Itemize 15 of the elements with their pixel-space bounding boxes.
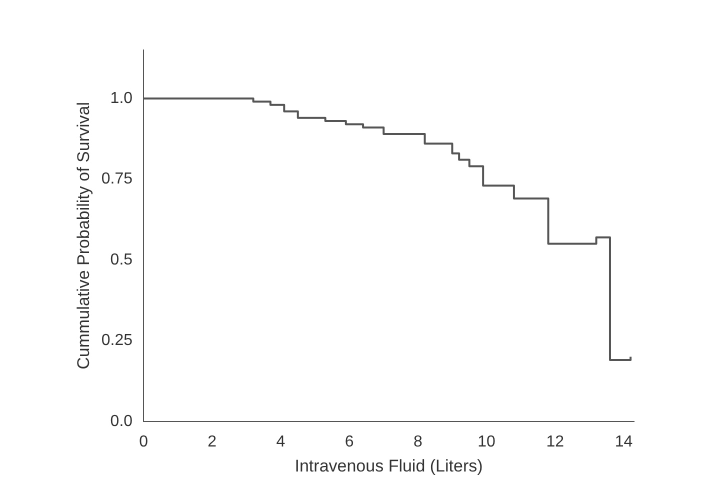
x-tick-label: 4: [276, 433, 286, 450]
x-tick-label: 14: [614, 433, 633, 450]
y-tick-label: 0.25: [101, 332, 133, 350]
x-tick-label: 8: [413, 433, 422, 450]
y-axis-title: Cummulative Probability of Survival: [74, 102, 93, 370]
y-tick-label: 0.75: [101, 170, 133, 188]
x-tick-label: 10: [478, 433, 496, 450]
x-axis-title: Intravenous Fluid (Liters): [294, 456, 483, 476]
x-tick-label: 6: [344, 433, 354, 450]
x-tick-label: 12: [546, 433, 564, 450]
x-tick-label: 2: [208, 433, 217, 450]
y-tick-label: 0.5: [110, 251, 133, 268]
y-tick-label: 1.0: [110, 90, 133, 107]
y-tick-label: 0.0: [110, 412, 133, 430]
x-tick-label: 0: [139, 433, 148, 450]
